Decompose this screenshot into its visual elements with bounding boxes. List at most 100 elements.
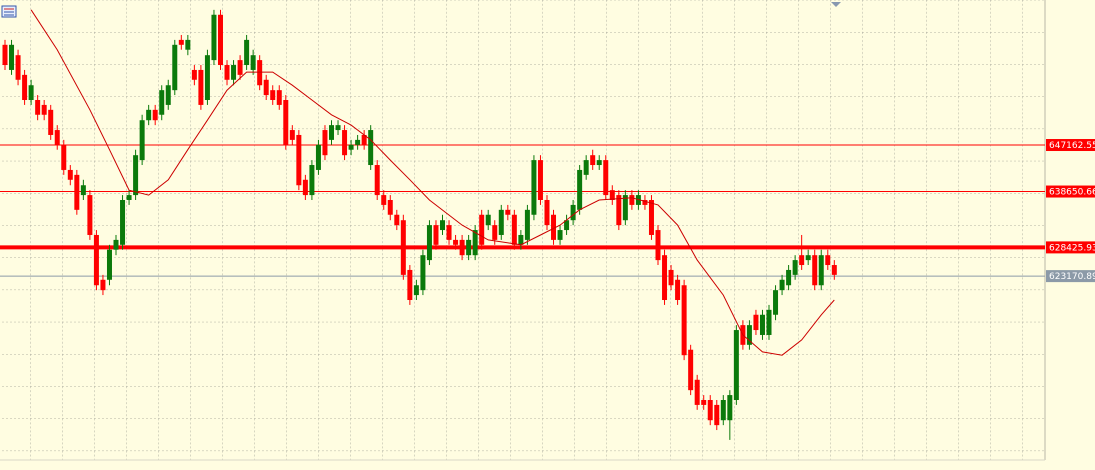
- candle-body: [315, 144, 321, 170]
- moving-average-layer: [30, 9, 835, 356]
- candle-body: [616, 195, 622, 226]
- candle-body: [753, 314, 759, 331]
- candle-body: [675, 279, 681, 300]
- candle-body: [479, 214, 485, 245]
- candle-body: [681, 285, 687, 356]
- candle-body: [655, 230, 661, 261]
- candle-body: [746, 325, 752, 345]
- candle-body: [185, 39, 191, 50]
- candle-body: [100, 279, 106, 291]
- candle-body: [191, 69, 197, 80]
- candle-body: [237, 60, 243, 75]
- candle-body: [381, 195, 387, 205]
- candle-body: [329, 125, 334, 140]
- candle-body: [35, 100, 41, 115]
- candle-body: [498, 209, 504, 235]
- candle-body: [459, 239, 465, 256]
- candle-body: [309, 165, 315, 196]
- candle-body: [779, 279, 785, 291]
- candle-body: [420, 255, 426, 291]
- candle-body: [348, 144, 354, 150]
- candle-body: [224, 65, 230, 80]
- candle-body: [217, 14, 223, 66]
- candle-body: [766, 309, 772, 335]
- candle-body: [211, 14, 217, 61]
- menu-icon[interactable]: [1, 5, 17, 18]
- candle-body: [146, 109, 152, 121]
- candle-body: [786, 269, 792, 286]
- candle-body: [178, 39, 184, 45]
- price-label: 623170.89: [1049, 272, 1095, 282]
- candle-body: [524, 209, 530, 240]
- candle-body: [270, 90, 276, 100]
- candle-body: [707, 400, 713, 421]
- candle-body: [120, 200, 126, 245]
- moving-average: [30, 9, 835, 356]
- candle-body: [662, 255, 668, 300]
- candle-body: [407, 269, 413, 300]
- price-label: 628425.93: [1049, 243, 1095, 253]
- candle-body: [250, 55, 256, 70]
- levels: [0, 144, 1045, 277]
- candle-body: [15, 55, 21, 80]
- candle-body: [551, 214, 557, 240]
- candle-body: [80, 185, 86, 196]
- candle-body: [368, 130, 374, 166]
- candle-body: [570, 204, 576, 221]
- candle-body: [152, 109, 158, 121]
- candle-body: [276, 90, 282, 105]
- candle-body: [603, 160, 609, 196]
- candle-body: [159, 90, 165, 115]
- candle-body: [701, 400, 707, 405]
- candle-body: [342, 130, 348, 156]
- candle-body: [727, 395, 733, 421]
- candle-body: [87, 195, 93, 235]
- candle-body: [446, 225, 452, 240]
- candle-body: [413, 285, 419, 296]
- candle-body: [733, 330, 739, 400]
- candle-body: [440, 220, 446, 231]
- candle-body: [67, 169, 73, 180]
- candle-body: [668, 269, 674, 286]
- candle-body: [394, 214, 400, 226]
- candle-body: [590, 155, 596, 166]
- price-labels: 647162.55 638650.66 628425.93 623170.89: [1046, 139, 1095, 283]
- candle-body: [805, 255, 811, 261]
- candle-body: [688, 349, 694, 391]
- candle-body: [518, 234, 524, 245]
- candle-body: [257, 60, 263, 86]
- price-label-box: [1046, 270, 1095, 283]
- candle-body: [792, 260, 798, 275]
- candle-body: [759, 314, 765, 335]
- candle-body: [361, 134, 367, 145]
- candle-body: [61, 144, 67, 170]
- candle-body: [799, 255, 805, 266]
- candle-body: [355, 139, 361, 145]
- candle-body: [93, 234, 99, 286]
- candle-body: [139, 120, 145, 161]
- candle-body: [335, 125, 341, 131]
- candle-body: [531, 160, 537, 215]
- candle-body: [426, 225, 432, 261]
- candle-body: [28, 85, 34, 100]
- shift-marker[interactable]: [831, 2, 841, 7]
- candle-body: [485, 214, 491, 226]
- candles: [2, 9, 837, 440]
- candle-body: [714, 404, 720, 426]
- candle-body: [165, 85, 171, 105]
- candle-body: [289, 130, 295, 140]
- candle-body: [113, 239, 119, 250]
- candle-body: [596, 160, 602, 166]
- candle-body: [453, 239, 459, 245]
- candle-body: [472, 230, 478, 256]
- candle-body: [74, 174, 80, 210]
- candle-body: [22, 74, 28, 100]
- candle-body: [466, 239, 472, 256]
- candle-body: [564, 220, 570, 231]
- candle-body: [126, 195, 132, 200]
- candle-body: [198, 69, 204, 105]
- candle-body: [172, 44, 178, 91]
- candle-body: [773, 290, 779, 315]
- price-label-box: [1046, 185, 1095, 198]
